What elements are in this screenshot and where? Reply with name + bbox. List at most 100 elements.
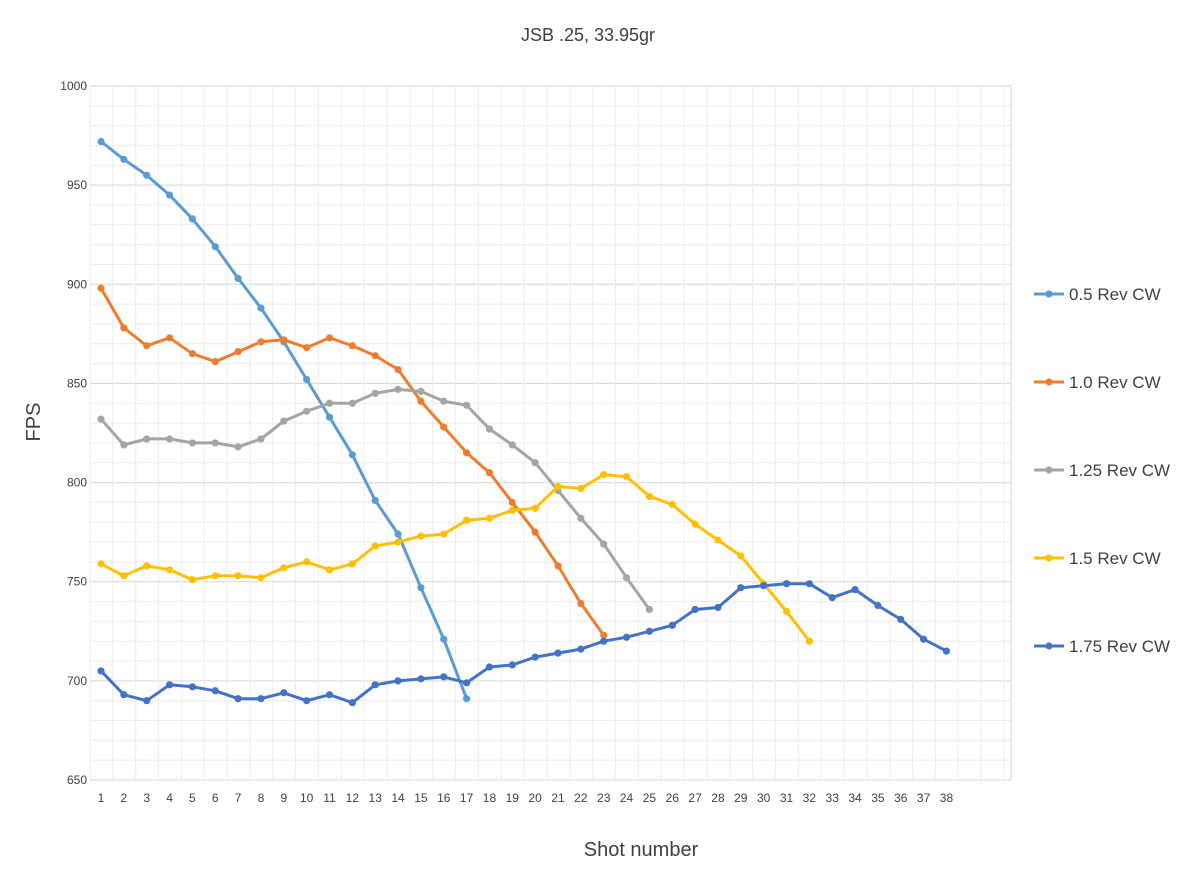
data-point xyxy=(531,528,539,536)
data-point xyxy=(874,601,882,610)
data-point xyxy=(120,441,128,449)
data-point xyxy=(622,574,631,582)
data-point xyxy=(714,603,722,612)
data-point xyxy=(805,637,813,645)
chart-title: JSB .25, 33.95gr xyxy=(521,25,655,45)
x-tick-label: 24 xyxy=(620,791,634,805)
y-tick-label: 650 xyxy=(67,773,87,787)
data-point xyxy=(211,243,219,251)
data-point xyxy=(325,566,334,574)
data-point xyxy=(394,538,402,546)
x-tick-label: 18 xyxy=(483,791,497,805)
x-tick-label: 37 xyxy=(917,791,931,805)
x-tick-label: 29 xyxy=(734,791,748,805)
data-point xyxy=(851,586,859,594)
legend-item: 1.0 Rev CW xyxy=(1034,373,1161,392)
data-point xyxy=(97,137,105,146)
data-point xyxy=(280,336,288,344)
data-point xyxy=(371,542,379,550)
data-point xyxy=(371,681,379,689)
data-point xyxy=(554,649,562,657)
data-point xyxy=(440,673,448,681)
y-tick-label: 850 xyxy=(67,376,87,390)
data-point xyxy=(211,687,219,695)
data-point xyxy=(737,584,745,592)
data-point xyxy=(234,443,242,451)
series-line xyxy=(99,473,811,643)
data-point xyxy=(691,605,699,614)
data-point xyxy=(394,365,402,374)
series-2 xyxy=(97,284,608,639)
x-tick-label: 27 xyxy=(688,791,702,805)
data-point xyxy=(348,699,356,707)
x-axis-ticks: 1 2 3 4 5 6 7 8 9 10 11 12 13 14 15 16 17 18 19 20 21 22 23 24 2… xyxy=(98,791,954,805)
x-tick-label: 14 xyxy=(391,791,405,805)
data-point xyxy=(417,387,425,395)
data-point xyxy=(600,540,608,548)
data-point xyxy=(348,560,356,568)
data-point xyxy=(97,415,105,423)
x-tick-label: 6 xyxy=(212,791,219,805)
data-point xyxy=(325,413,334,421)
legend-item: 1.75 Rev CW xyxy=(1034,637,1170,656)
y-axis-title: FPS xyxy=(23,403,45,442)
data-point xyxy=(394,530,402,538)
data-point xyxy=(531,504,539,512)
data-point xyxy=(440,530,448,538)
data-point xyxy=(668,500,676,508)
x-tick-label: 28 xyxy=(711,791,725,805)
data-point xyxy=(645,627,654,635)
y-tick-label: 900 xyxy=(67,277,87,291)
x-tick-label: 11 xyxy=(323,791,336,805)
data-point xyxy=(760,582,768,590)
data-point xyxy=(920,635,928,643)
data-point xyxy=(188,215,196,223)
x-tick-label: 19 xyxy=(506,791,520,805)
data-point xyxy=(165,566,174,574)
data-point xyxy=(303,344,311,352)
x-tick-label: 8 xyxy=(258,791,265,805)
series-5 xyxy=(97,580,951,707)
data-point xyxy=(143,697,151,705)
legend-marker xyxy=(1045,378,1053,386)
data-point xyxy=(531,653,539,661)
data-point xyxy=(782,580,791,588)
data-point xyxy=(371,389,379,397)
data-point xyxy=(485,663,494,671)
data-point xyxy=(463,679,471,687)
x-tick-label: 4 xyxy=(166,791,173,805)
data-point xyxy=(417,675,425,683)
x-tick-label: 25 xyxy=(643,791,657,805)
data-point xyxy=(348,399,356,407)
data-point xyxy=(463,401,471,409)
data-point xyxy=(234,695,242,703)
data-point xyxy=(257,338,265,346)
data-point xyxy=(942,647,951,655)
data-point xyxy=(600,631,608,639)
data-point xyxy=(257,695,265,703)
data-point xyxy=(188,350,196,358)
x-tick-label: 2 xyxy=(121,791,128,805)
data-point xyxy=(554,562,562,570)
legend-marker xyxy=(1045,554,1053,562)
data-point xyxy=(485,514,494,522)
data-point xyxy=(417,532,425,540)
data-point xyxy=(97,560,105,568)
data-point xyxy=(417,584,425,592)
y-tick-label: 950 xyxy=(67,178,87,192)
data-point xyxy=(165,191,174,199)
y-tick-label: 700 xyxy=(67,674,87,688)
data-point xyxy=(211,572,219,580)
data-point xyxy=(325,334,334,342)
data-point xyxy=(234,572,242,580)
data-point xyxy=(645,492,654,501)
data-point xyxy=(188,683,196,691)
data-point xyxy=(211,358,219,366)
x-tick-label: 23 xyxy=(597,791,611,805)
data-point xyxy=(188,576,196,584)
data-point xyxy=(257,435,265,443)
series-3 xyxy=(97,385,654,614)
data-point xyxy=(417,397,425,405)
legend-marker xyxy=(1045,642,1053,650)
